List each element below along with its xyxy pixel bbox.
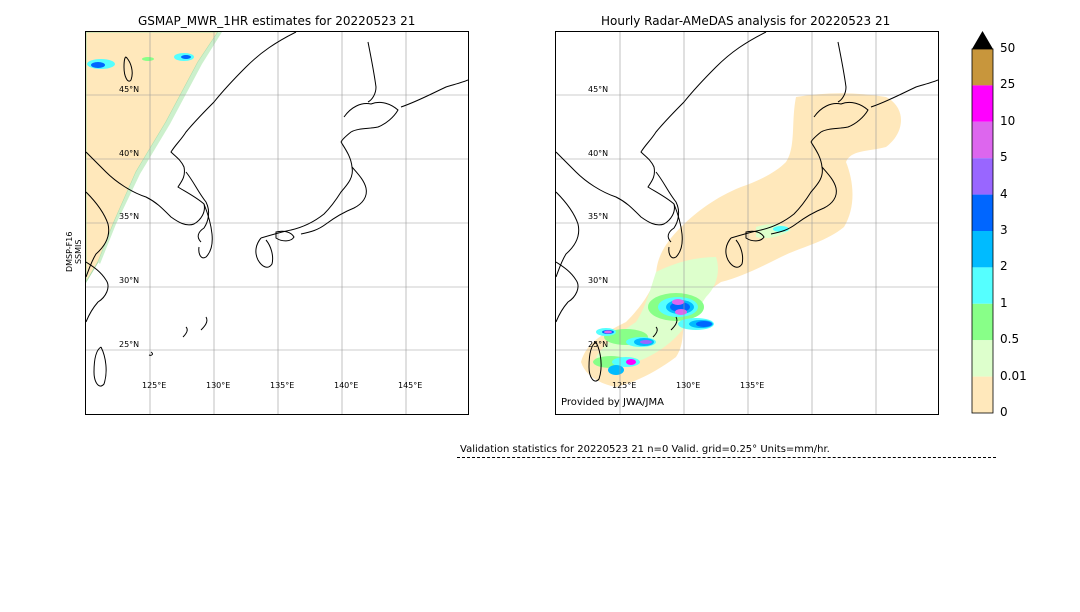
right-lon-label: 135°E [740,381,765,390]
left-lon-label: 130°E [206,381,231,390]
colorbar-segment [972,194,993,231]
colorbar-segment [972,340,993,377]
rain-blob [608,365,624,375]
colorbar-segment [972,85,993,122]
colorbar-segment [972,121,993,159]
right-lat-label: 25°N [588,340,609,349]
left-map-panel [85,31,469,415]
graticule [556,32,938,414]
colorbar-label: 2 [1000,259,1008,274]
left-lat-label: 35°N [119,212,140,221]
rain-blob [181,55,191,59]
rain-blob [142,57,154,61]
rain-blob [626,359,636,365]
left-lat-label: 45°N [119,85,140,94]
coastlines [556,32,938,382]
colorbar-segment [972,303,993,341]
satellite-label: DMSP-F16 SSMIS [65,231,83,272]
colorbar-label: 10 [1000,113,1016,128]
data-credit: Provided by JWA/JMA [561,397,664,408]
colorbar-segment [972,376,993,413]
colorbar-label: 1 [1000,295,1008,310]
validation-underline [457,457,996,458]
colorbar-label: 50 [1000,41,1016,55]
rain-blob [675,309,687,315]
colorbar-segment [972,231,993,268]
left-lon-label: 140°E [334,381,359,390]
colorbar [971,31,994,414]
left-panel-title: GSMAP_MWR_1HR estimates for 20220523 21 [138,14,416,28]
right-lon-label: 125°E [612,381,637,390]
rain-blob [640,340,652,344]
left-lon-label: 145°E [398,381,423,390]
left-map-svg [86,32,468,414]
colorbar-segment [972,267,993,304]
left-lon-label: 135°E [270,381,295,390]
colorbar-label: 0.01 [1000,368,1027,383]
colorbar-extend-arrow [972,31,993,49]
validation-text: Validation statistics for 20220523 21 n=… [460,444,830,455]
right-map-panel [555,31,939,415]
left-lat-label: 40°N [119,149,140,158]
colorbar-segments [972,49,993,413]
right-lon-label: 130°E [676,381,701,390]
rain-blob [672,299,684,305]
rain-blob [696,321,712,327]
colorbar-label: 0.5 [1000,332,1020,347]
right-lat-label: 35°N [588,212,609,221]
coastlines [86,32,468,387]
colorbar-segment [972,49,993,86]
right-panel-title: Hourly Radar-AMeDAS analysis for 2022052… [601,14,891,28]
left-lat-label: 25°N [119,340,140,349]
right-map-svg [556,32,938,414]
colorbar-label: 0 [1000,405,1008,419]
colorbar-segment [972,158,993,195]
left-lat-label: 30°N [119,276,140,285]
colorbar-label: 25 [1000,77,1016,92]
graticule [86,32,468,414]
right-lat-label: 40°N [588,149,609,158]
colorbar-label: 5 [1000,150,1008,165]
right-lat-label: 30°N [588,276,609,285]
colorbar-label: 3 [1000,223,1008,237]
rain-blob [604,330,612,334]
colorbar-label: 4 [1000,186,1008,201]
right-lat-label: 45°N [588,85,609,94]
rain-blob [91,62,105,68]
left-lon-label: 125°E [142,381,167,390]
